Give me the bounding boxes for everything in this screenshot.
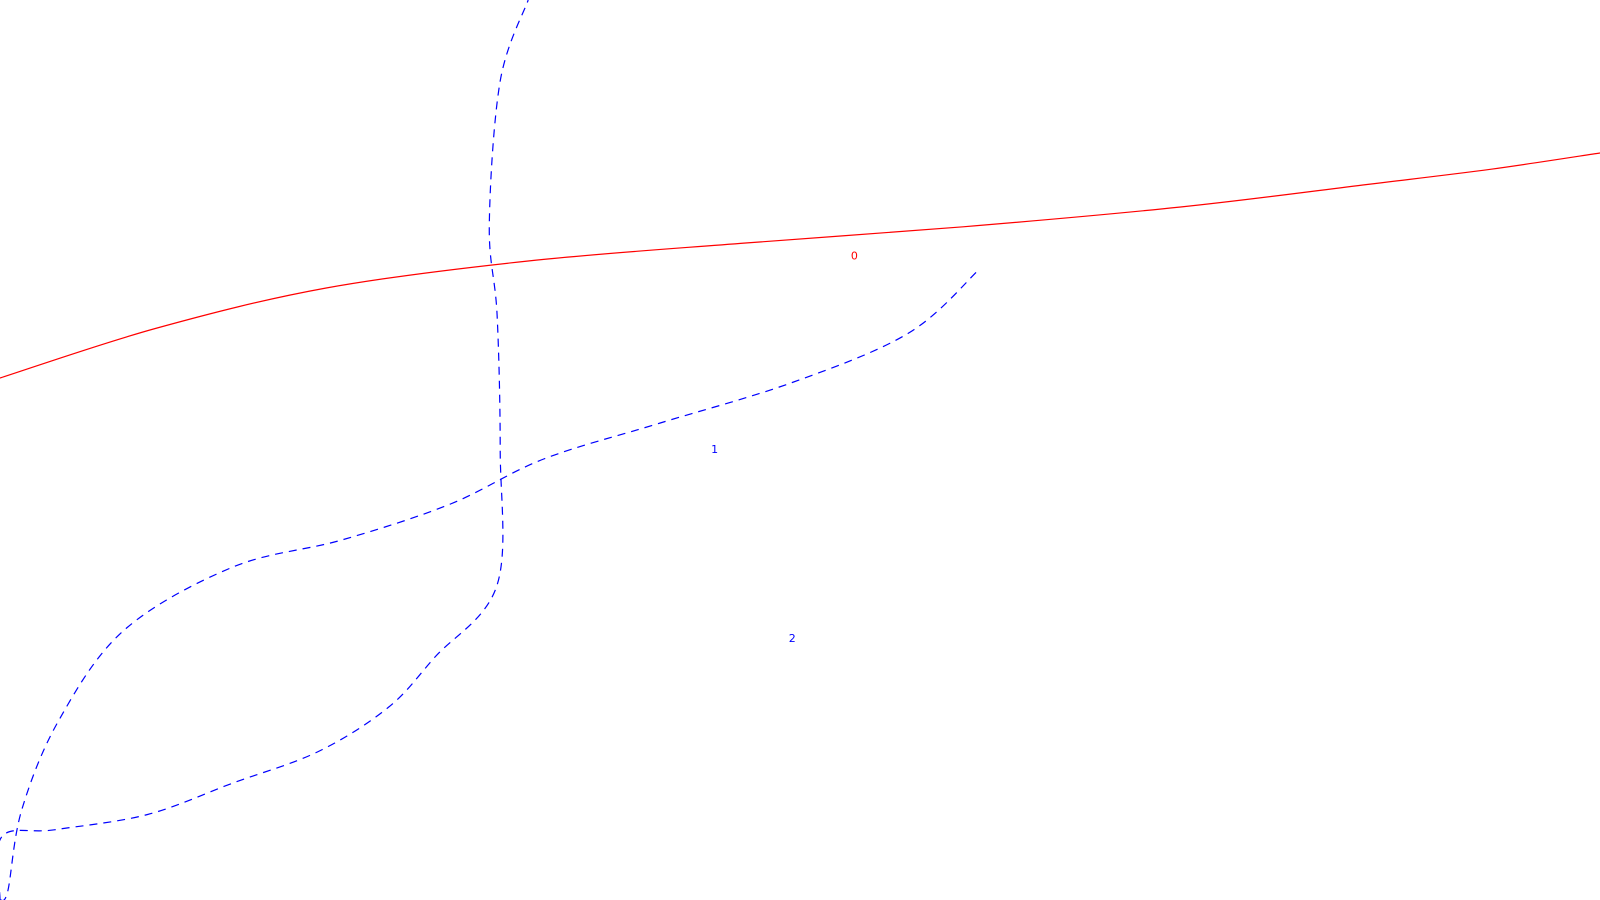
- contour-line-level-1: [0, 269, 980, 900]
- contour-line-level-2: [0, 0, 529, 900]
- contour-label-2: 2: [789, 632, 796, 645]
- contour-labels: 2 1 0: [711, 250, 858, 646]
- contour-label-1: 1: [711, 443, 718, 456]
- contour-label-0: 0: [851, 250, 858, 263]
- contour-line-level-0: [0, 152, 1600, 379]
